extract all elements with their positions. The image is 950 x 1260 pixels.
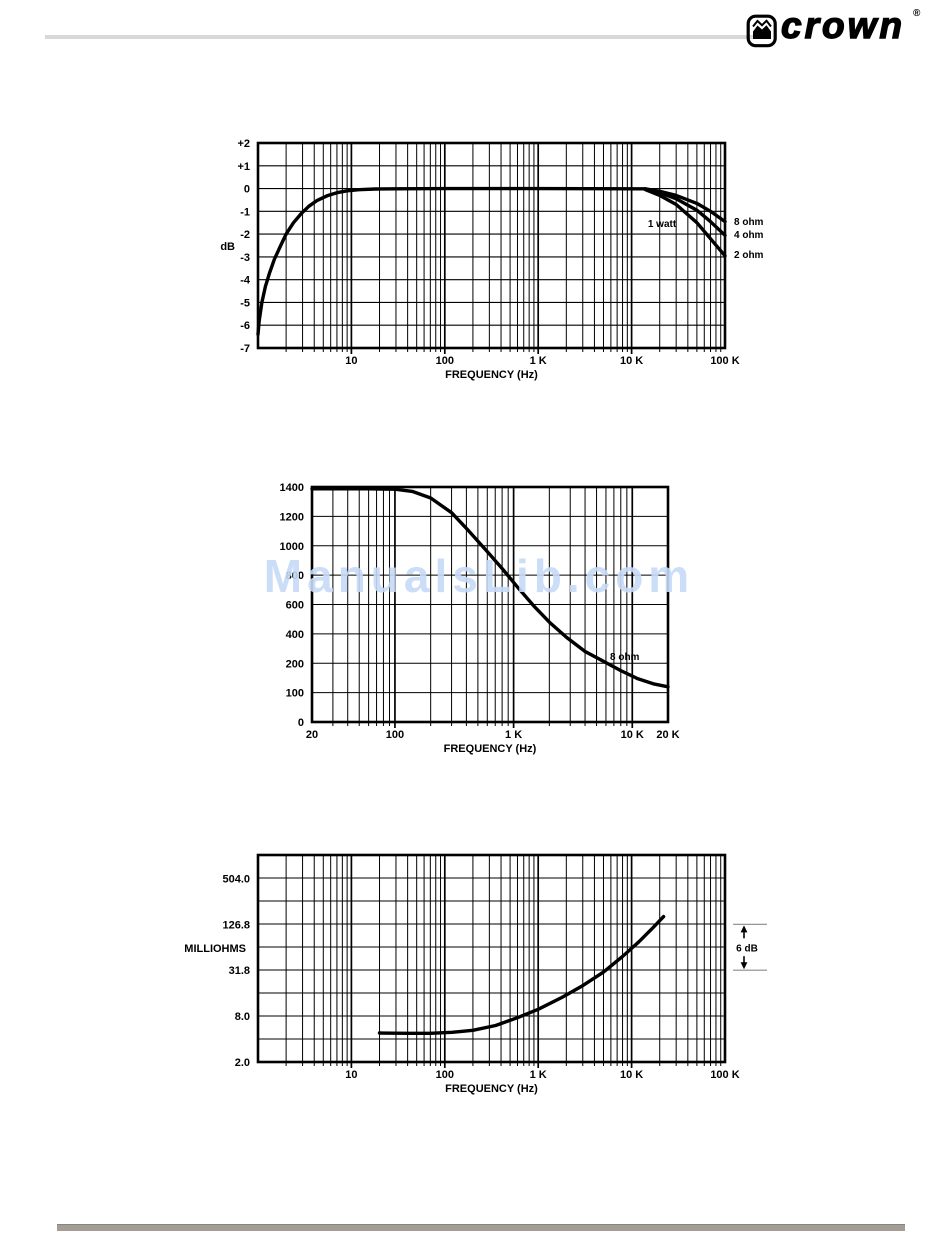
- svg-text:-2: -2: [240, 229, 250, 241]
- svg-text:8 ohm: 8 ohm: [734, 217, 764, 228]
- svg-text:10 K: 10 K: [620, 355, 643, 367]
- svg-text:FREQUENCY (Hz): FREQUENCY (Hz): [444, 743, 537, 755]
- frequency-response-curve-4-ohm-rolloff: [643, 187, 727, 237]
- output-impedance-curve-impedance: [377, 914, 666, 1035]
- svg-text:1000: 1000: [280, 541, 304, 553]
- svg-text:8 ohm: 8 ohm: [610, 652, 640, 663]
- svg-text:8.0: 8.0: [235, 1011, 250, 1023]
- svg-text:20 K: 20 K: [656, 729, 679, 741]
- crown-wordmark: crown: [780, 5, 905, 46]
- svg-text:4 ohm: 4 ohm: [734, 230, 764, 241]
- svg-text:200: 200: [286, 658, 304, 670]
- svg-text:6 dB: 6 dB: [736, 943, 758, 954]
- svg-text:-7: -7: [240, 343, 250, 355]
- svg-text:FREQUENCY (Hz): FREQUENCY (Hz): [445, 1083, 538, 1095]
- svg-text:1 K: 1 K: [530, 1069, 547, 1081]
- frequency-response-chart: +2 +1 0 -1 -2 -3 -4 -5 -6 -7 dB 10 100 1 K 10 K 100 K FR…: [220, 138, 763, 381]
- svg-text:-6: -6: [240, 320, 250, 332]
- header-rule: [45, 35, 757, 39]
- svg-text:100 K: 100 K: [710, 1069, 739, 1081]
- svg-text:1400: 1400: [280, 482, 304, 494]
- svg-text:126.8: 126.8: [222, 919, 250, 931]
- svg-text:600: 600: [286, 600, 304, 612]
- svg-text:20: 20: [306, 729, 318, 741]
- crown-badge-icon: [746, 14, 777, 48]
- svg-text:10 K: 10 K: [620, 1069, 643, 1081]
- footer-bar: [57, 1224, 905, 1231]
- svg-text:1 watt: 1 watt: [648, 219, 677, 230]
- svg-text:1 K: 1 K: [505, 729, 522, 741]
- svg-text:31.8: 31.8: [229, 965, 250, 977]
- registered-trademark-icon: ®: [913, 8, 921, 19]
- svg-text:+1: +1: [237, 161, 250, 173]
- svg-text:MILLIOHMS: MILLIOHMS: [184, 943, 246, 955]
- svg-text:10 K: 10 K: [621, 729, 644, 741]
- svg-text:+2: +2: [237, 138, 250, 150]
- svg-text:10: 10: [345, 1069, 357, 1081]
- svg-text:100 K: 100 K: [710, 355, 739, 367]
- frequency-response-curve-2-ohm-rolloff: [643, 187, 727, 258]
- svg-text:2 ohm: 2 ohm: [734, 250, 764, 261]
- svg-text:-3: -3: [240, 252, 250, 264]
- svg-text:dB: dB: [220, 241, 235, 253]
- svg-text:-5: -5: [240, 297, 250, 309]
- svg-text:100: 100: [386, 729, 404, 741]
- svg-text:2.0: 2.0: [235, 1057, 250, 1069]
- svg-text:100: 100: [286, 688, 304, 700]
- watermark: ManualsLib.com: [263, 550, 695, 602]
- svg-text:FREQUENCY (Hz): FREQUENCY (Hz): [445, 369, 538, 381]
- svg-text:800: 800: [286, 570, 304, 582]
- svg-text:400: 400: [286, 629, 304, 641]
- output-power-curve-8-ohm: [310, 487, 670, 689]
- output-impedance-chart: 504.0 126.8 31.8 8.0 2.0 MILLIOHMS 10 100 1 K 10 …: [184, 853, 767, 1095]
- svg-text:10: 10: [345, 355, 357, 367]
- svg-text:1 K: 1 K: [530, 355, 547, 367]
- svg-text:0: 0: [244, 184, 250, 196]
- svg-text:0: 0: [298, 717, 304, 729]
- svg-text:1200: 1200: [280, 511, 304, 523]
- frequency-response-curve-response-1-watt: [256, 186, 647, 336]
- svg-text:504.0: 504.0: [222, 874, 250, 886]
- svg-text:100: 100: [436, 355, 454, 367]
- svg-text:-4: -4: [240, 275, 251, 287]
- svg-text:100: 100: [436, 1069, 454, 1081]
- svg-text:-1: -1: [240, 206, 250, 218]
